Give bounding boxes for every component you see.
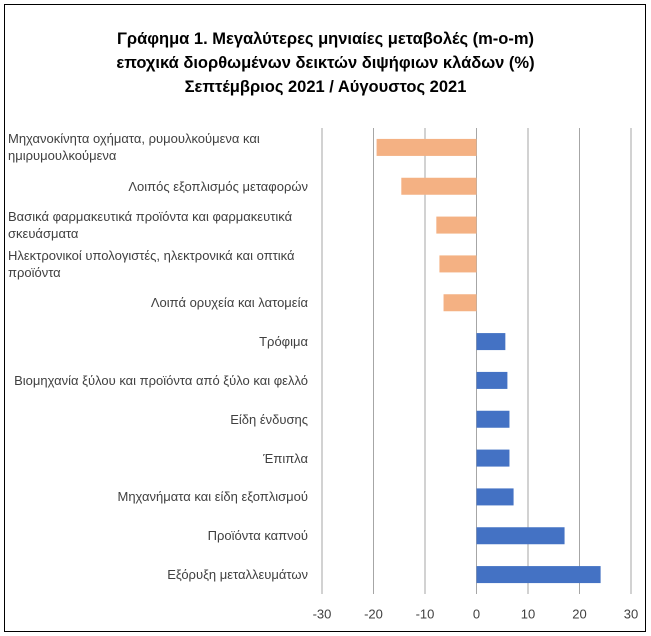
x-tick-label: 0 xyxy=(473,606,480,621)
y-tick-label: Μηχανήματα και είδη εξοπλισμού xyxy=(117,489,308,505)
y-tick-label: Βιομηχανία ξύλου και προϊόντα από ξύλο κ… xyxy=(14,372,308,388)
y-tick-label-box: Εξόρυξη μεταλλευμάτων xyxy=(0,556,308,594)
y-tick-label: Βασικά φαρμακευτικά προϊόντα και φαρμακε… xyxy=(8,209,293,242)
bar xyxy=(376,138,477,156)
y-tick-label-box: Προϊόντα καπνού xyxy=(0,517,308,555)
chart-title: εποχικά διορθωμένων δεικτών διψήφιων κλά… xyxy=(116,54,535,72)
y-tick-label-box: Είδη ένδυσης xyxy=(0,400,308,438)
y-tick-label-box: Μηχανοκίνητα οχήματα, ρυμουλκούμενα και … xyxy=(0,128,308,166)
y-tick-label: Τρόφιμα xyxy=(259,334,308,350)
y-tick-label: Είδη ένδυσης xyxy=(230,411,308,427)
bar xyxy=(436,216,477,234)
x-tick-label: -10 xyxy=(416,606,435,621)
bar xyxy=(476,488,514,506)
y-tick-label: Εξόρυξη μεταλλευμάτων xyxy=(167,567,308,583)
y-tick-label-box: Τρόφιμα xyxy=(0,323,308,361)
y-tick-label: Έπιπλα xyxy=(263,450,308,466)
x-tick-label: -20 xyxy=(364,606,383,621)
y-tick-label-box: Ηλεκτρονικοί υπολογιστές, ηλεκτρονικά κα… xyxy=(0,245,308,283)
y-tick-label: Προϊόντα καπνού xyxy=(207,528,308,544)
bar xyxy=(476,371,508,389)
y-tick-label-box: Έπιπλα xyxy=(0,439,308,477)
chart-border xyxy=(4,4,646,632)
bar xyxy=(476,566,601,584)
y-tick-label: Λοιπά ορυχεία και λατομεία xyxy=(150,295,308,311)
x-tick-label: -30 xyxy=(313,606,332,621)
bar xyxy=(439,255,477,273)
x-tick-label: 30 xyxy=(624,606,638,621)
y-tick-label-box: Βιομηχανία ξύλου και προϊόντα από ξύλο κ… xyxy=(0,361,308,399)
y-tick-label-box: Βασικά φαρμακευτικά προϊόντα και φαρμακε… xyxy=(0,206,308,244)
x-tick-label: 10 xyxy=(521,606,535,621)
y-tick-label: Λοιπός εξοπλισμός μεταφορών xyxy=(128,178,308,194)
y-tick-label-box: Λοιπός εξοπλισμός μεταφορών xyxy=(0,167,308,205)
bar xyxy=(476,527,565,545)
bar xyxy=(476,410,510,428)
y-tick-label-box: Μηχανήματα και είδη εξοπλισμού xyxy=(0,478,308,516)
x-tick-label: 20 xyxy=(572,606,586,621)
y-tick-label: Ηλεκτρονικοί υπολογιστές, ηλεκτρονικά κα… xyxy=(8,247,295,280)
chart-title: Γράφημα 1. Μεγαλύτερες μηνιαίες μεταβολέ… xyxy=(116,30,535,48)
bar xyxy=(443,294,477,312)
bar xyxy=(476,333,506,351)
bar xyxy=(476,449,510,467)
y-tick-label: Μηχανοκίνητα οχήματα, ρυμουλκούμενα και … xyxy=(8,131,260,164)
chart-title: Σεπτέμβριος 2021 / Αύγουστος 2021 xyxy=(184,78,467,96)
bar xyxy=(401,177,477,195)
y-tick-label-box: Λοιπά ορυχεία και λατομεία xyxy=(0,284,308,322)
